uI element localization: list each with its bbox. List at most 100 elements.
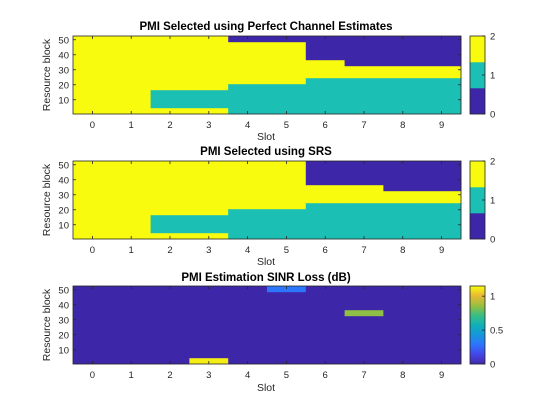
x-tick-label: 3 [206, 245, 211, 256]
colorbar-tick-label: 0 [490, 110, 495, 121]
heatmap-cell [267, 292, 307, 365]
colorbar-swatch [470, 336, 485, 339]
x-axis-label: Slot [257, 256, 275, 268]
heatmap-cell [344, 66, 384, 79]
y-axis: 10 20 30 40 50 [58, 285, 461, 356]
chart-title: PMI Selected using SRS [200, 146, 332, 158]
x-tick-label: 9 [439, 120, 444, 131]
colorbar-swatch [470, 187, 485, 214]
x-tick-label: 9 [439, 245, 444, 256]
y-tick-label: 10 [58, 95, 69, 106]
y-tick-label: 10 [58, 345, 69, 356]
colorbar-swatch [470, 311, 485, 314]
colorbar-swatch [470, 313, 485, 316]
x-tick-label: 5 [284, 245, 289, 256]
x-axis-label: Slot [257, 382, 275, 394]
heatmap-cell [422, 161, 462, 192]
colorbar-swatch [470, 328, 485, 332]
heatmap-cell [150, 90, 190, 109]
x-tick-label: 1 [129, 370, 134, 381]
x-tick-label: 8 [400, 245, 405, 256]
colorbar-frame [469, 285, 486, 365]
x-tick-label: 3 [206, 120, 211, 131]
colorbar-swatch [470, 352, 485, 355]
x-tick-label: 1 [129, 120, 134, 131]
heatmap-cell [228, 161, 268, 210]
y-axis-label: Resource block [41, 288, 53, 361]
colorbar-swatch [470, 289, 485, 293]
colorbar-swatch [470, 307, 485, 310]
x-tick-label: 6 [323, 370, 328, 381]
colorbar-swatch [470, 297, 485, 300]
x-tick-label: 3 [206, 370, 211, 381]
y-tick-label: 30 [58, 65, 69, 76]
colorbar-swatch [470, 323, 485, 326]
y-tick-label: 40 [58, 50, 69, 61]
x-tick-label: 0 [90, 120, 95, 131]
colorbar-swatch [470, 287, 485, 291]
colorbar-swatch [470, 36, 485, 63]
subplot-sinr-loss: PMI Estimation SINR Loss (dB) 0 1 2 3 4 5 6 7 8 9… [41, 272, 503, 394]
y-tick-label: 50 [58, 285, 69, 296]
heatmap-cell [422, 191, 462, 204]
y-tick-label: 30 [58, 315, 69, 326]
heatmap-cell [422, 203, 462, 240]
x-tick-label: 7 [361, 370, 366, 381]
colorbar-swatch [470, 305, 485, 308]
heatmap-cell [111, 286, 151, 365]
x-tick-label: 7 [361, 120, 366, 131]
axes-frame [72, 285, 462, 365]
heatmap-cell [305, 286, 345, 365]
heatmap-cell [383, 66, 423, 79]
x-tick-label: 0 [90, 370, 95, 381]
x-tick-label: 4 [245, 245, 250, 256]
y-tick-label: 20 [58, 205, 69, 216]
colorbar-tick-label: 0.5 [490, 326, 503, 337]
colorbar-swatch [470, 88, 485, 115]
colorbar-swatch [470, 315, 485, 318]
heatmap-cell [383, 286, 423, 365]
colorbar-swatch [470, 321, 485, 324]
heatmap-cell [305, 203, 345, 240]
heatmap-cell [73, 36, 113, 115]
heatmap-cell [344, 78, 384, 115]
axes-frame [72, 160, 462, 240]
heatmap-cell [228, 286, 268, 365]
colorbar: 00.51 [469, 285, 503, 371]
heatmap-cell [344, 316, 384, 365]
axes-frame [72, 35, 462, 115]
colorbar-swatch [470, 295, 485, 298]
colorbar-swatch [470, 161, 485, 188]
x-tick-label: 1 [129, 245, 134, 256]
heatmap-cell [189, 286, 229, 359]
heatmap-cell [422, 286, 462, 365]
colorbar-tick-label: 1 [490, 292, 495, 303]
heatmap-cell [228, 84, 268, 115]
heatmap-cell [73, 286, 113, 365]
y-axis-label: Resource block [41, 163, 53, 236]
y-tick-label: 50 [58, 160, 69, 171]
colorbar-tick-label: 1 [490, 71, 495, 82]
heatmap-cell [383, 191, 423, 204]
heatmap-cell [344, 161, 384, 186]
heatmap-cell [305, 60, 345, 79]
heatmap-cell [344, 36, 384, 67]
heatmap-cell [305, 161, 345, 186]
x-tick-label: 5 [284, 120, 289, 131]
heatmap-cell [189, 161, 229, 216]
heatmap-cell [422, 66, 462, 79]
colorbar-tick-label: 0 [490, 360, 495, 371]
heatmap-cell [344, 286, 384, 311]
heatmap-cell [422, 36, 462, 67]
heatmap-cell [267, 36, 307, 43]
x-axis: 0 1 2 3 4 5 6 7 8 9 [90, 161, 444, 256]
x-tick-label: 5 [284, 370, 289, 381]
y-tick-label: 50 [58, 35, 69, 46]
heatmap-cell [150, 286, 190, 365]
colorbar-swatch [470, 356, 485, 359]
x-tick-label: 4 [245, 370, 250, 381]
heatmap-cell [267, 84, 307, 115]
y-tick-label: 20 [58, 330, 69, 341]
x-tick-label: 8 [400, 370, 405, 381]
